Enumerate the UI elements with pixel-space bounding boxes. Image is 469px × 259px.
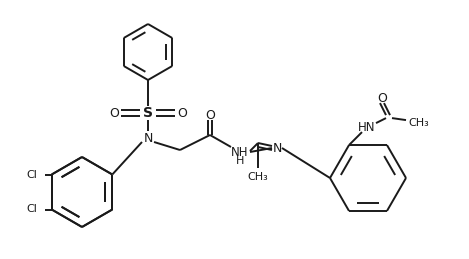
Text: CH₃: CH₃: [408, 118, 430, 128]
Text: Cl: Cl: [27, 169, 38, 179]
Text: N: N: [144, 132, 153, 145]
Text: CH₃: CH₃: [248, 172, 268, 182]
Text: H: H: [236, 156, 244, 166]
Text: NH: NH: [231, 146, 249, 159]
Text: S: S: [143, 106, 153, 120]
Text: N: N: [272, 141, 282, 155]
Text: Cl: Cl: [27, 205, 38, 214]
Text: O: O: [377, 92, 387, 105]
Text: O: O: [177, 106, 187, 119]
Text: HN: HN: [358, 121, 376, 134]
Text: O: O: [205, 109, 215, 121]
Text: O: O: [109, 106, 119, 119]
